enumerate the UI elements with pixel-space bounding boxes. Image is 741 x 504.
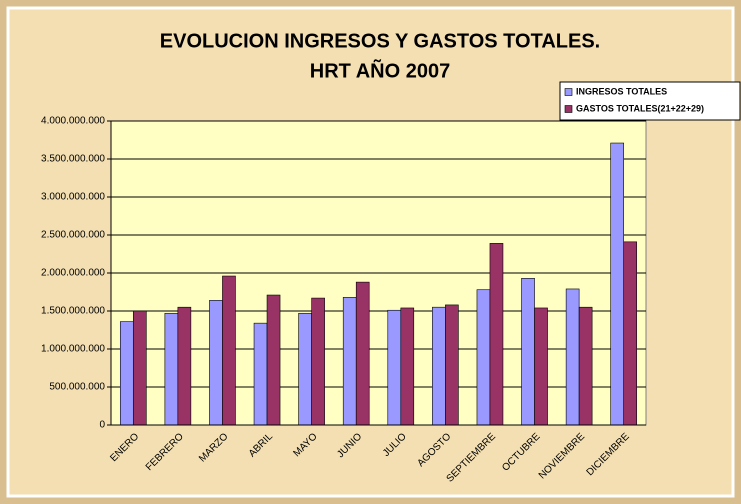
y-tick-label: 1.000.000.000 — [41, 344, 105, 355]
bar — [610, 142, 625, 426]
chart-title: EVOLUCION INGRESOS Y GASTOS TOTALES. — [160, 30, 600, 52]
bar — [266, 294, 281, 426]
bar — [222, 275, 236, 426]
bar — [177, 306, 192, 426]
bar — [387, 309, 402, 426]
bar — [355, 281, 370, 426]
y-tick-label: 3.000.000.000 — [41, 192, 105, 203]
bar — [119, 321, 134, 426]
bar — [311, 297, 325, 426]
y-tick-label: 0 — [99, 420, 105, 431]
y-tick-label: 1.500.000.000 — [41, 306, 105, 317]
y-tick-label: 3.500.000.000 — [41, 154, 105, 165]
y-tick-label: 2.500.000.000 — [41, 230, 105, 241]
chart-title: HRT AÑO 2007 — [310, 59, 450, 82]
bar — [476, 289, 491, 426]
legend — [559, 81, 741, 121]
y-tick-label: 2.000.000.000 — [41, 268, 105, 279]
bar — [400, 307, 415, 426]
bar — [432, 306, 446, 426]
bar — [342, 297, 357, 426]
bar — [565, 288, 580, 426]
bar — [209, 300, 223, 426]
legend-swatch — [564, 105, 573, 113]
legend-swatch — [564, 88, 573, 96]
bar — [578, 306, 593, 426]
bar — [489, 243, 504, 426]
y-tick-label: 4.000.000.000 — [41, 116, 105, 127]
bar — [298, 312, 312, 426]
bar — [445, 304, 459, 426]
legend-label: INGRESOS TOTALES — [576, 86, 667, 96]
bar — [623, 241, 638, 426]
bar — [534, 307, 548, 426]
bar — [253, 322, 268, 426]
y-tick-label: 500.000.000 — [49, 382, 105, 393]
legend-label: GASTOS TOTALES(21+22+29) — [576, 103, 704, 113]
bar — [132, 310, 147, 426]
bar — [521, 278, 535, 426]
bar — [164, 312, 179, 426]
